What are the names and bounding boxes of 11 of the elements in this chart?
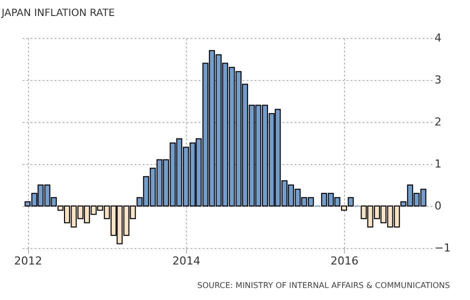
y-tick-label: −1 [434,242,451,254]
chart-title: JAPAN INFLATION RATE [0,8,115,19]
x-tick-label: 2014 [172,254,200,268]
y-tick-label: 1 [434,158,442,170]
y-tick-label: 2 [434,116,442,128]
x-tick-label: 2016 [330,254,359,268]
y-tick-label: 4 [434,32,442,44]
x-tick-label: 2012 [14,254,42,268]
y-tick-label: 0 [434,200,442,212]
y-tick-label: 3 [434,74,442,86]
source-note: SOURCE: MINISTRY OF INTERNAL AFFAIRS & COMMUNICATIONS [197,281,450,290]
